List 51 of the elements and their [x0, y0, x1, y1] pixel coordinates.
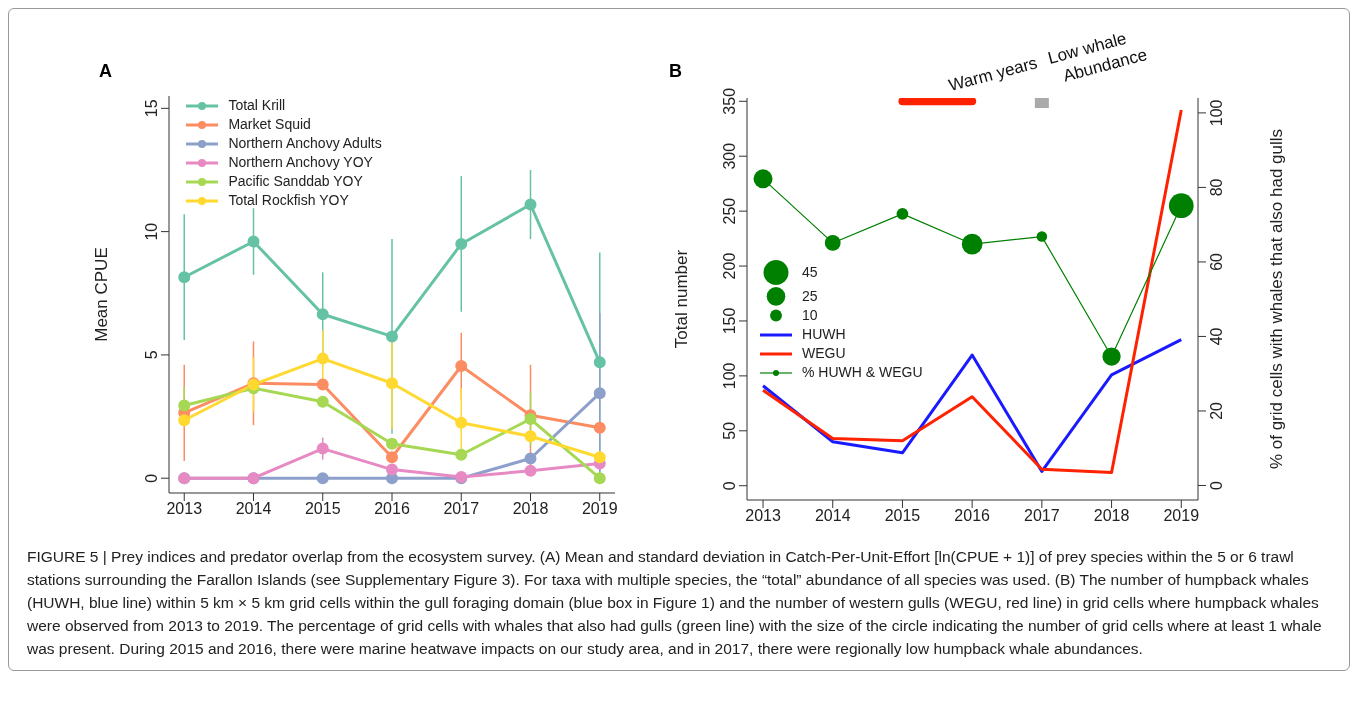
legend-label: HUWH: [802, 325, 846, 345]
y-tick-label: 10: [143, 222, 160, 241]
x-tick-label: 2017: [1024, 507, 1060, 525]
x-tick-label: 2014: [235, 500, 272, 518]
x-tick-label: 2017: [443, 500, 480, 518]
legend-label: Total Krill: [228, 96, 286, 115]
x-tick-label: 2013: [745, 507, 781, 525]
y-tick-label: 300: [721, 142, 738, 170]
y-tick-label: 15: [143, 99, 160, 118]
y-tick-label: 0: [143, 473, 160, 483]
legend-label: 10: [802, 306, 818, 326]
legend-label: 25: [802, 286, 818, 306]
y2-tick-label: 0: [1208, 480, 1225, 490]
y-axis-title: Mean CPUE: [92, 247, 112, 342]
x-tick-label: 2015: [304, 500, 341, 518]
x-tick-label: 2019: [1163, 507, 1200, 525]
x-tick-label: 2016: [954, 507, 991, 525]
legend-label: Pacific Sanddab YOY: [228, 172, 363, 191]
y-tick-label: 100: [721, 362, 738, 390]
chart-title: B: [669, 61, 682, 82]
x-tick-label: 2019: [581, 500, 618, 518]
y2-tick-label: 100: [1208, 99, 1225, 127]
y2-tick-label: 60: [1208, 252, 1225, 271]
x-tick-label: 2014: [814, 507, 851, 525]
x-tick-label: 2018: [1093, 507, 1130, 525]
x-tick-label: 2018: [512, 500, 549, 518]
legend-label: WEGU: [802, 344, 846, 364]
legend-label: 45: [802, 262, 818, 282]
y-tick-label: 150: [721, 307, 738, 335]
y2-tick-label: 20: [1208, 401, 1225, 420]
x-tick-label: 2015: [884, 507, 921, 525]
y-tick-label: 200: [721, 252, 738, 280]
y-axis-title: Total number: [672, 249, 692, 349]
caption: FIGURE 5 | Prey indices and predator overlap from the ecosystem survey. (A) Mean and standard deviation in Catch-Per-Unit-Effort [ln(CPUE + 1)] of prey species within the 5 or 6 trawl stations surrounding the Farallon Islands (see Supplementary Figure 3). For taxa with multiple species, the “total” abundance of all species was used. (B) The number of humpback whales (HUWH, blue line) within 5 km × 5 km grid cells within the gull foraging domain (blue box in Figure 1) and the number of western gulls (WEGU, red line) in grid cells where humpback whales were observed from 2013 to 2019. The percentage of grid cells with whales that also had gulls (green line) with the size of the circle indicating the number of grid cells where at least 1 whale was present. During 2015 and 2016, there were marine heatwave impacts on our study area, and in 2017, there were regionally low humpback whale abundances.: [27, 547, 1323, 659]
y-tick-label: 5: [143, 350, 160, 360]
text: Warm years: [946, 53, 1040, 96]
legend-label: Northern Anchovy YOY: [228, 153, 373, 172]
legend-label: Market Squid: [228, 115, 311, 134]
y-tick-label: 250: [721, 197, 738, 225]
x-tick-label: 2016: [374, 500, 410, 518]
legend-label: Northern Anchovy Adults: [228, 134, 382, 153]
y2-tick-label: 80: [1208, 178, 1225, 197]
y-tick-label: 0: [721, 481, 738, 491]
chart-title: A: [99, 61, 112, 82]
y-tick-label: 350: [721, 87, 738, 115]
y2-axis-title: % of grid cells with whales that also had gulls: [1267, 128, 1287, 470]
y-tick-label: 50: [721, 421, 738, 440]
x-tick-label: 2013: [166, 500, 203, 518]
legend-label: Total Rockfish YOY: [228, 191, 349, 210]
y2-tick-label: 40: [1208, 327, 1225, 346]
legend-label: % HUWH & WEGU: [802, 363, 923, 383]
